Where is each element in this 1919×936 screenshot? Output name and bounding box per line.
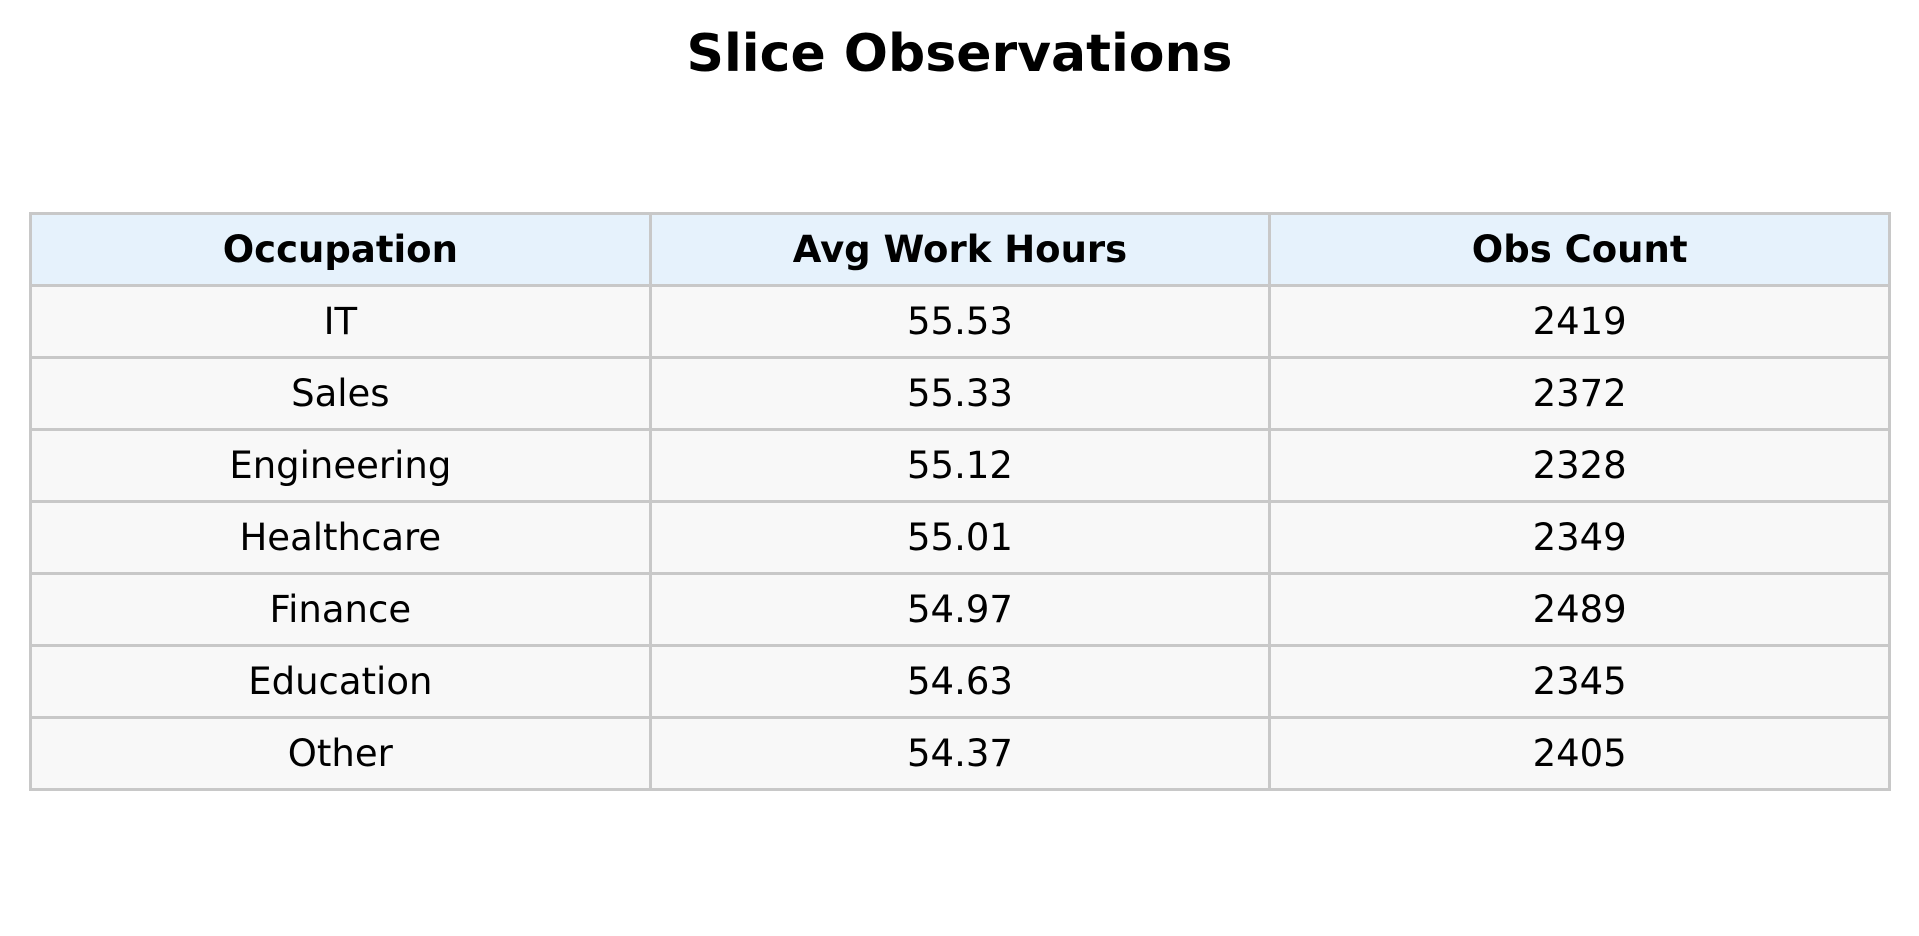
- chart-title: Slice Observations: [686, 24, 1233, 84]
- cell-obs-count: 2328: [1268, 428, 1891, 503]
- cell-occupation: Education: [29, 644, 652, 719]
- cell-occupation: Other: [29, 716, 652, 791]
- cell-avg-work-hours: 54.97: [648, 572, 1272, 647]
- cell-avg-work-hours: 55.53: [648, 284, 1272, 359]
- column-header-occupation: Occupation: [29, 212, 652, 287]
- table-header-row: Occupation Avg Work Hours Obs Count: [29, 212, 1891, 287]
- cell-avg-work-hours: 54.63: [648, 644, 1272, 719]
- cell-avg-work-hours: 55.12: [648, 428, 1272, 503]
- observations-table: Occupation Avg Work Hours Obs Count IT 5…: [29, 212, 1891, 791]
- cell-avg-work-hours: 54.37: [648, 716, 1272, 791]
- column-header-avg-work-hours: Avg Work Hours: [648, 212, 1272, 287]
- cell-obs-count: 2349: [1268, 500, 1891, 575]
- cell-occupation: Finance: [29, 572, 652, 647]
- table-row: Engineering 55.12 2328: [29, 428, 1891, 503]
- cell-occupation: Sales: [29, 356, 652, 431]
- cell-obs-count: 2405: [1268, 716, 1891, 791]
- table-row: Other 54.37 2405: [29, 716, 1891, 791]
- table-row: IT 55.53 2419: [29, 284, 1891, 359]
- column-header-obs-count: Obs Count: [1268, 212, 1891, 287]
- cell-avg-work-hours: 55.01: [648, 500, 1272, 575]
- table-row: Finance 54.97 2489: [29, 572, 1891, 647]
- table-row: Sales 55.33 2372: [29, 356, 1891, 431]
- cell-obs-count: 2489: [1268, 572, 1891, 647]
- cell-occupation: Engineering: [29, 428, 652, 503]
- cell-occupation: Healthcare: [29, 500, 652, 575]
- table-row: Education 54.63 2345: [29, 644, 1891, 719]
- cell-obs-count: 2345: [1268, 644, 1891, 719]
- cell-obs-count: 2419: [1268, 284, 1891, 359]
- table-row: Healthcare 55.01 2349: [29, 500, 1891, 575]
- cell-avg-work-hours: 55.33: [648, 356, 1272, 431]
- cell-obs-count: 2372: [1268, 356, 1891, 431]
- cell-occupation: IT: [29, 284, 652, 359]
